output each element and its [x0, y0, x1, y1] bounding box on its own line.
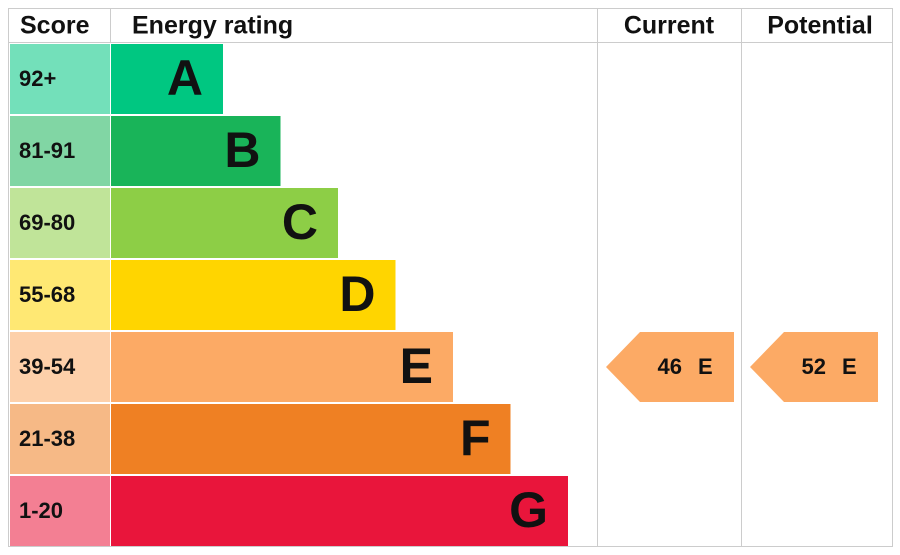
score-label: 55-68: [19, 282, 75, 307]
rating-letter: F: [460, 410, 491, 466]
header-potential: Potential: [767, 12, 873, 40]
current-arrow: [606, 332, 734, 402]
current-letter: E: [698, 354, 713, 379]
header-rating: Energy rating: [132, 12, 293, 40]
rating-bar: [111, 188, 338, 258]
rating-bar: [111, 332, 453, 402]
score-cell: [10, 188, 110, 258]
rating-letter: A: [167, 50, 203, 106]
header-score: Score: [20, 12, 90, 40]
score-label: 69-80: [19, 210, 75, 235]
header-current: Current: [624, 12, 715, 40]
score-cell: [10, 116, 110, 186]
score-cell: [10, 44, 110, 114]
potential-letter: E: [842, 354, 857, 379]
score-label: 1-20: [19, 498, 63, 523]
rating-letter: C: [282, 194, 318, 250]
rating-bar: [111, 116, 281, 186]
potential-arrow: [750, 332, 878, 402]
rating-letter: G: [509, 482, 548, 538]
rating-letter: D: [339, 266, 375, 322]
score-label: 92+: [19, 66, 56, 91]
frame: [8, 8, 893, 547]
rating-letter: B: [224, 122, 260, 178]
score-cell: [10, 332, 110, 402]
rating-bar: [111, 260, 396, 330]
current-value: 46: [658, 354, 682, 379]
score-cell: [10, 404, 110, 474]
rating-bar: [111, 44, 223, 114]
score-label: 21-38: [19, 426, 75, 451]
score-cell: [10, 260, 110, 330]
score-cell: [10, 476, 110, 546]
potential-value: 52: [802, 354, 826, 379]
score-label: 81-91: [19, 138, 75, 163]
rating-bar: [111, 476, 568, 546]
rating-bar: [111, 404, 511, 474]
score-label: 39-54: [19, 354, 76, 379]
rating-letter: E: [400, 338, 433, 394]
